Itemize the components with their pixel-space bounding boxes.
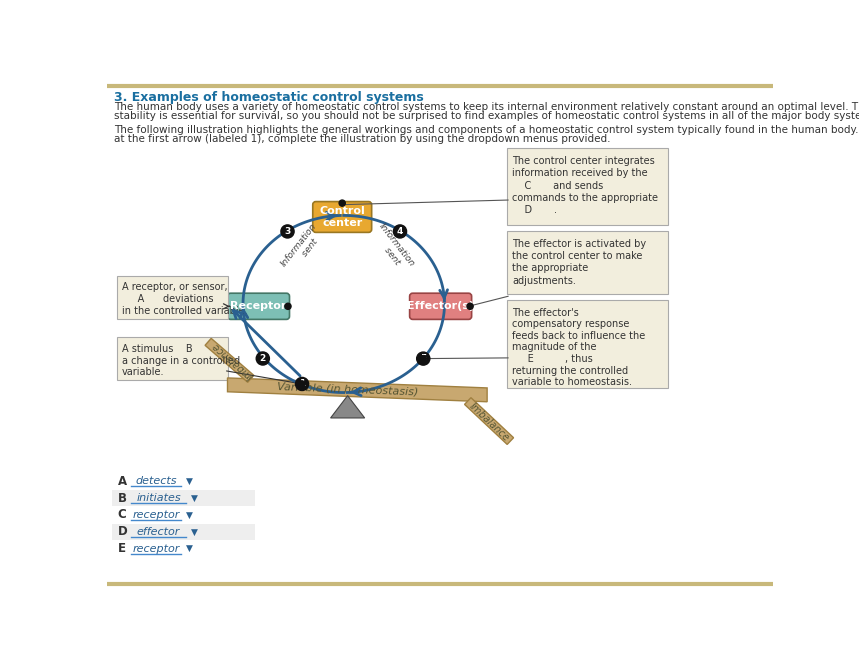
Text: C: C [118,508,126,521]
Text: A: A [118,475,126,488]
FancyBboxPatch shape [507,231,668,294]
Text: adjustments.: adjustments. [512,276,576,286]
Polygon shape [331,396,365,418]
Text: 5: 5 [420,354,426,363]
Text: variable to homeostasis.: variable to homeostasis. [512,377,632,387]
Polygon shape [228,378,487,402]
Text: D: D [118,525,127,538]
Polygon shape [205,338,253,382]
FancyBboxPatch shape [410,293,472,320]
Text: E          , thus: E , thus [512,354,593,364]
Text: ▼: ▼ [186,544,192,553]
Text: D       .: D . [512,205,557,215]
Text: Control
center: Control center [320,206,365,228]
Text: receptor: receptor [132,544,180,554]
FancyBboxPatch shape [313,202,372,232]
Text: Information
    sent: Information sent [279,222,326,275]
Circle shape [393,225,406,238]
Text: A stimulus    B: A stimulus B [122,344,192,354]
FancyBboxPatch shape [507,300,668,388]
Text: a change in a controlled: a change in a controlled [122,356,241,366]
Text: Imbalance: Imbalance [210,340,255,381]
Text: 4: 4 [397,227,403,236]
Text: The human body uses a variety of homeostatic control systems to keep its interna: The human body uses a variety of homeost… [113,103,859,113]
Circle shape [467,303,473,310]
Text: initiates: initiates [137,493,181,503]
Text: The effector's: The effector's [512,308,579,318]
Text: Variable (in homeostasis): Variable (in homeostasis) [277,382,418,397]
Text: the appropriate: the appropriate [512,263,588,273]
Circle shape [339,200,345,206]
Text: Imbalance: Imbalance [467,402,511,444]
Text: 2: 2 [259,354,266,363]
Text: B: B [118,492,126,505]
Circle shape [299,381,305,387]
FancyBboxPatch shape [507,149,668,224]
Text: ▼: ▼ [191,494,198,503]
Text: feeds back to influence the: feeds back to influence the [512,331,645,341]
Text: in the controlled variable.: in the controlled variable. [122,306,247,316]
Text: C       and sends: C and sends [512,180,603,190]
Text: Receptor: Receptor [230,301,287,311]
Text: information received by the: information received by the [512,168,648,178]
Text: variable.: variable. [122,367,165,377]
FancyBboxPatch shape [112,524,255,539]
Text: 3. Examples of homeostatic control systems: 3. Examples of homeostatic control syste… [113,91,423,105]
Text: A      deviations: A deviations [122,294,214,304]
Text: detects: detects [135,476,177,486]
Circle shape [285,303,291,310]
FancyBboxPatch shape [117,337,228,380]
Text: stability is essential for survival, so you should not be surprised to find exam: stability is essential for survival, so … [113,111,859,121]
Text: The control center integrates: The control center integrates [512,156,655,166]
Circle shape [417,352,430,365]
Polygon shape [465,398,514,444]
Text: 3: 3 [284,227,290,236]
Text: E: E [118,542,125,555]
Text: The following illustration highlights the general workings and components of a h: The following illustration highlights th… [113,125,859,135]
Text: ▼: ▼ [186,510,192,519]
Circle shape [256,352,270,365]
Text: 1: 1 [299,380,305,388]
Text: Effector(s): Effector(s) [407,301,474,311]
Text: commands to the appropriate: commands to the appropriate [512,193,658,203]
Circle shape [281,225,294,238]
Text: returning the controlled: returning the controlled [512,366,628,376]
Text: Information
    sent: Information sent [369,222,417,275]
Text: ▼: ▼ [191,527,198,536]
Text: The effector is activated by: The effector is activated by [512,238,646,248]
Text: ▼: ▼ [186,477,192,486]
Text: magnitude of the: magnitude of the [512,342,596,352]
Text: at the first arrow (labeled 1), complete the illustration by using the dropdown : at the first arrow (labeled 1), complete… [113,134,610,144]
FancyBboxPatch shape [228,293,289,320]
Text: receptor: receptor [132,510,180,520]
Text: effector: effector [137,527,180,537]
FancyBboxPatch shape [117,276,228,318]
Circle shape [420,356,426,362]
Text: compensatory response: compensatory response [512,320,630,330]
FancyBboxPatch shape [112,490,255,505]
Text: the control center to make: the control center to make [512,251,643,261]
Text: A receptor, or sensor,: A receptor, or sensor, [122,282,228,292]
Circle shape [295,378,308,390]
